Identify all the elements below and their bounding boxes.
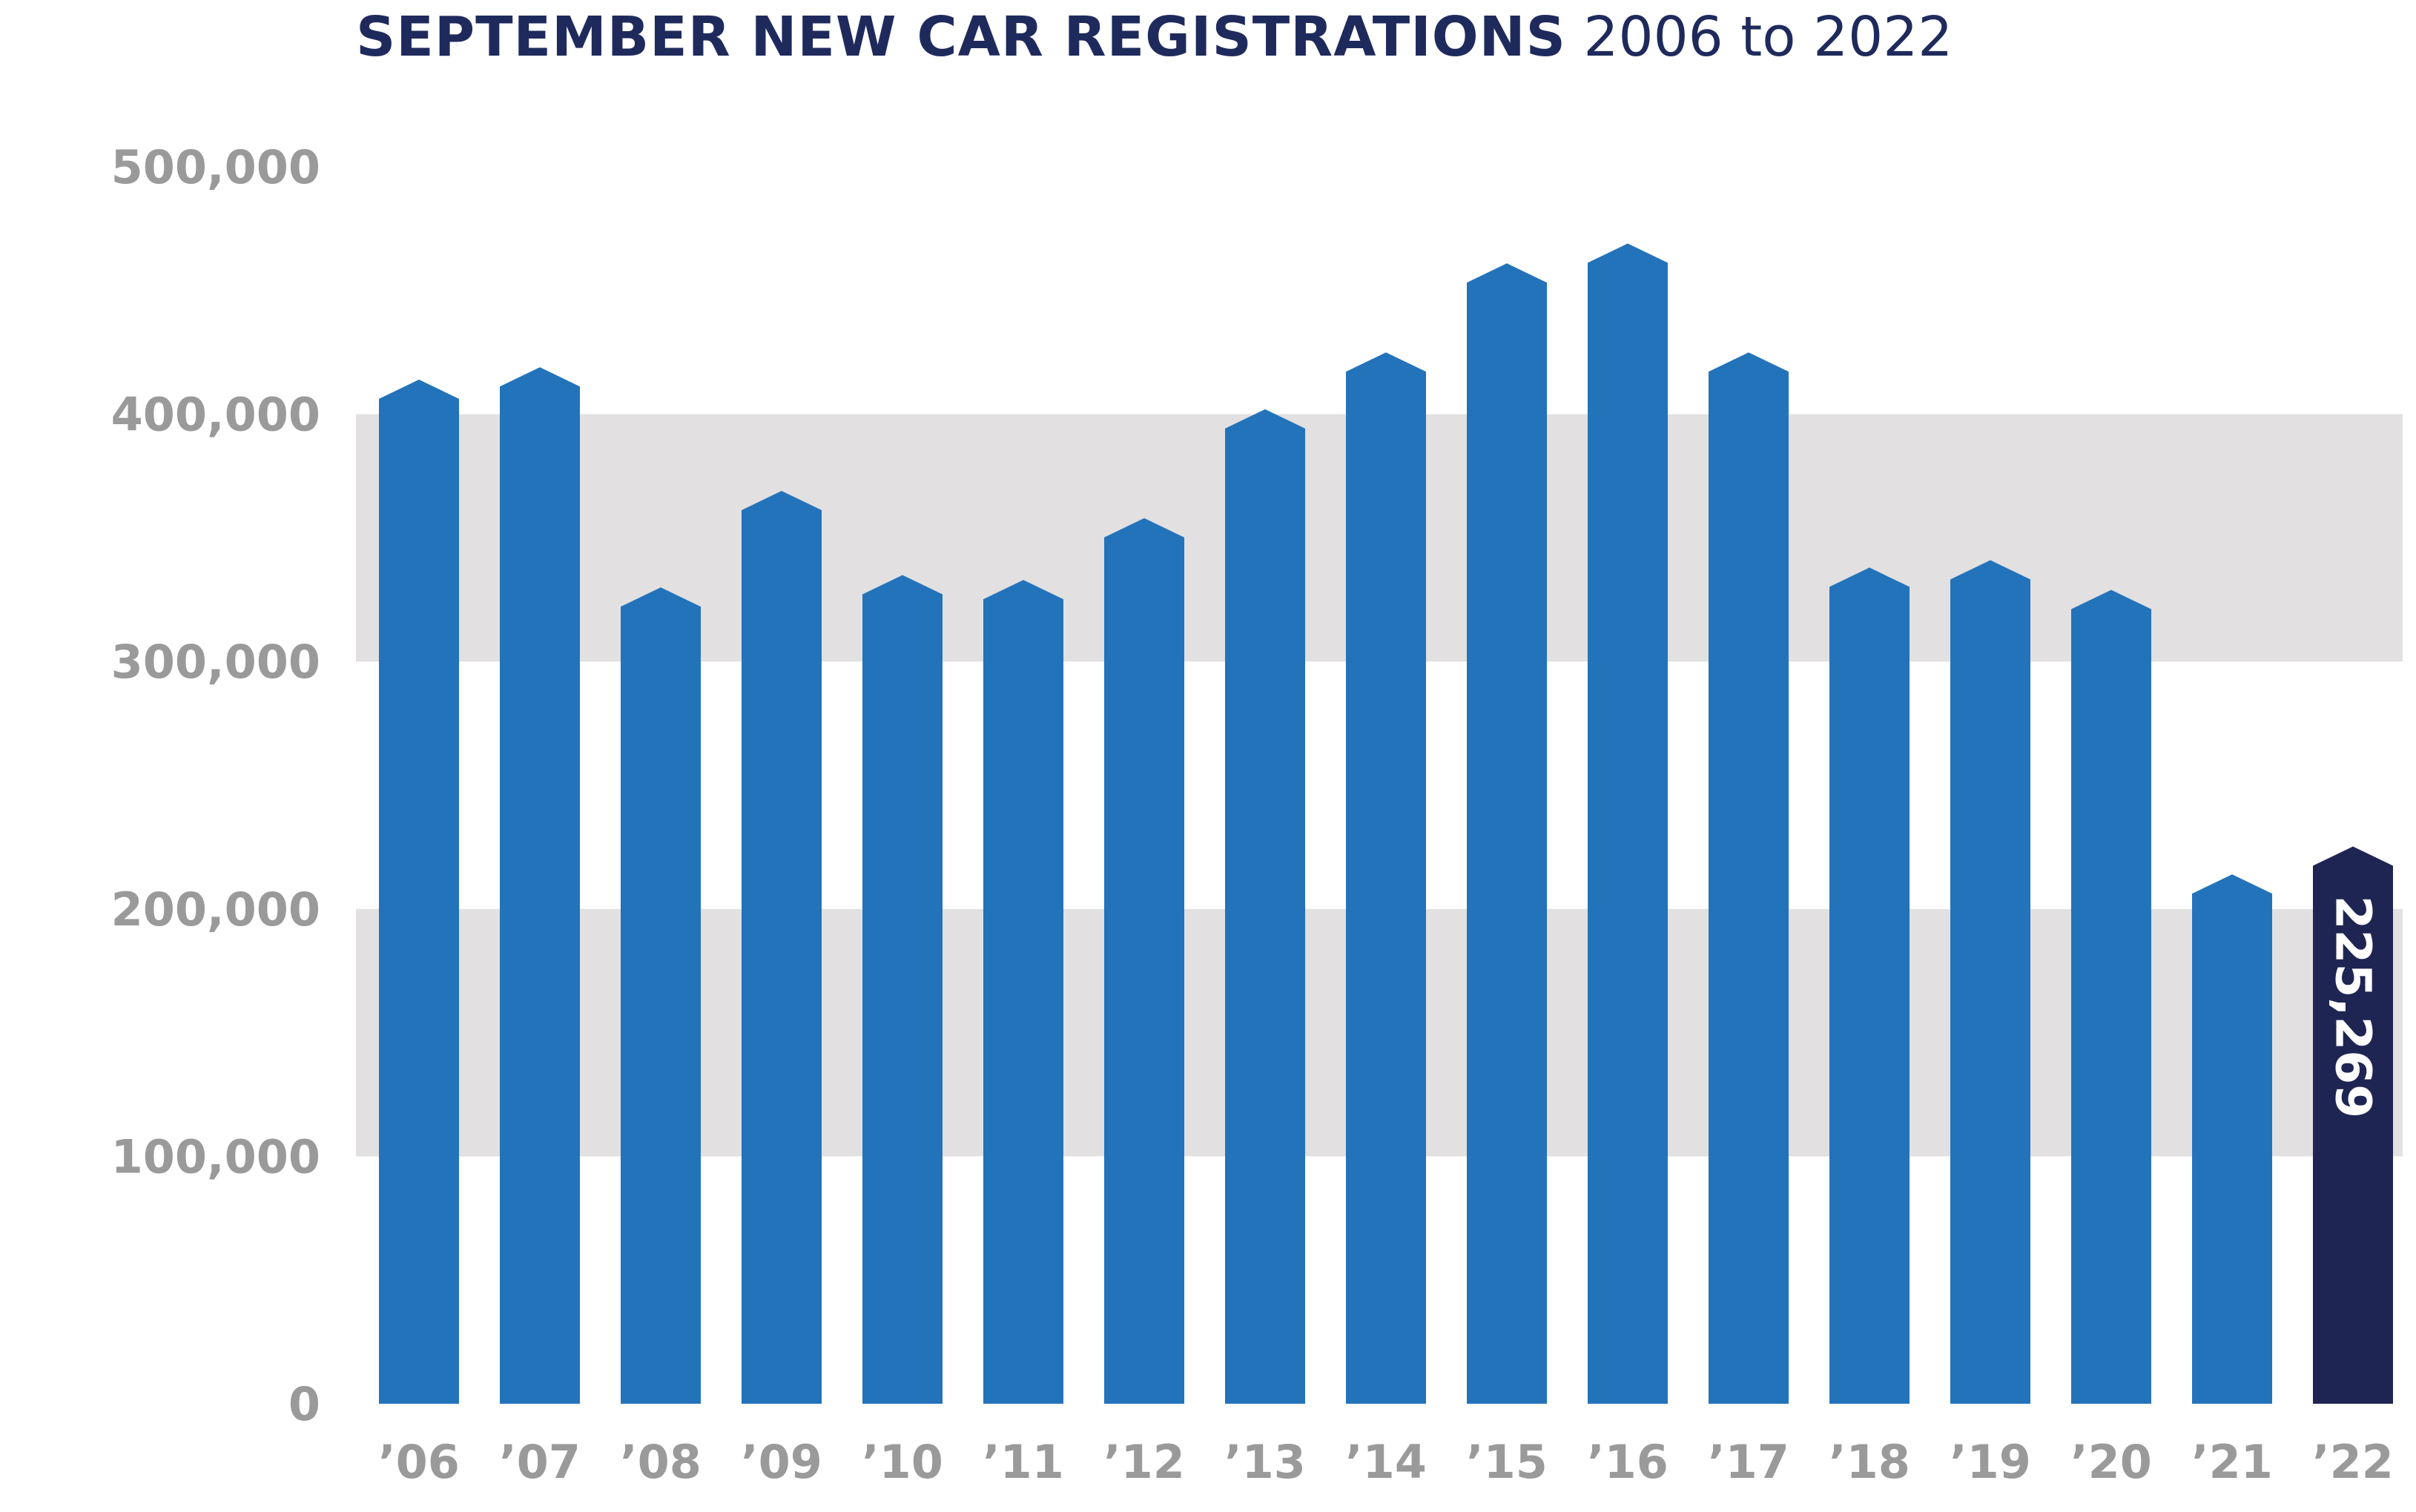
bar-10 [1588, 243, 1668, 1404]
bar-2 [621, 587, 701, 1404]
x-tick-label: ’17 [1708, 1435, 1789, 1489]
y-tick-label: 400,000 [111, 388, 320, 442]
y-tick-label: 500,000 [111, 140, 320, 194]
y-tick-label: 100,000 [111, 1129, 320, 1183]
chart-title-main: SEPTEMBER NEW CAR REGISTRATIONS [356, 5, 1566, 69]
bar-9 [1467, 263, 1547, 1404]
bar-0 [379, 379, 459, 1404]
bar-4 [862, 575, 943, 1404]
x-tick-label: ’16 [1587, 1435, 1669, 1489]
bar-6 [1104, 518, 1184, 1404]
bar-15 [2192, 874, 2272, 1404]
bar-5 [983, 580, 1063, 1404]
bar-11 [1709, 352, 1789, 1404]
y-tick-label: 0 [288, 1377, 320, 1431]
chart-title: SEPTEMBER NEW CAR REGISTRATIONS 2006 to … [356, 0, 1953, 74]
bar-8 [1346, 352, 1426, 1404]
bar-13 [1950, 560, 2030, 1404]
bar-3 [742, 491, 822, 1404]
bar-16 [2313, 846, 2393, 1404]
x-tick-label: ’21 [2191, 1435, 2273, 1489]
bar-1 [500, 367, 580, 1404]
x-tick-label: ’11 [983, 1435, 1064, 1489]
x-tick-label: ’09 [741, 1435, 822, 1489]
x-tick-label: ’19 [1950, 1435, 2031, 1489]
x-tick-label: ’10 [862, 1435, 943, 1489]
bar-7 [1225, 409, 1305, 1404]
x-tick-label: ’20 [2070, 1435, 2152, 1489]
x-tick-label: ’13 [1224, 1435, 1306, 1489]
chart-subtitle: 2006 to 2022 [1583, 5, 1953, 69]
y-tick-label: 200,000 [111, 882, 320, 937]
bar-12 [1829, 567, 1910, 1404]
y-axis: 0 100,000 200,000 300,000 400,000 500,000 [111, 140, 320, 1431]
x-tick-label: ’06 [378, 1435, 460, 1489]
bar-14 [2071, 590, 2151, 1404]
x-tick-label: ’15 [1466, 1435, 1548, 1489]
x-tick-label: ’08 [620, 1435, 702, 1489]
x-tick-label: ’22 [2312, 1435, 2394, 1489]
bars [379, 243, 2393, 1404]
x-tick-label: ’12 [1103, 1435, 1185, 1489]
data-label: 225,269 [2325, 896, 2382, 1119]
data-labels: 225,269 [2325, 896, 2382, 1119]
x-tick-label: ’18 [1829, 1435, 1910, 1489]
y-tick-label: 300,000 [111, 635, 320, 689]
x-axis: ’06 ’07 ’08 ’09 ’10 ’11 ’12 ’13 ’14 ’15 ’16 ’17 ’18 ’… [378, 1435, 2394, 1489]
x-tick-label: ’07 [499, 1435, 581, 1489]
x-tick-label: ’14 [1345, 1435, 1427, 1489]
